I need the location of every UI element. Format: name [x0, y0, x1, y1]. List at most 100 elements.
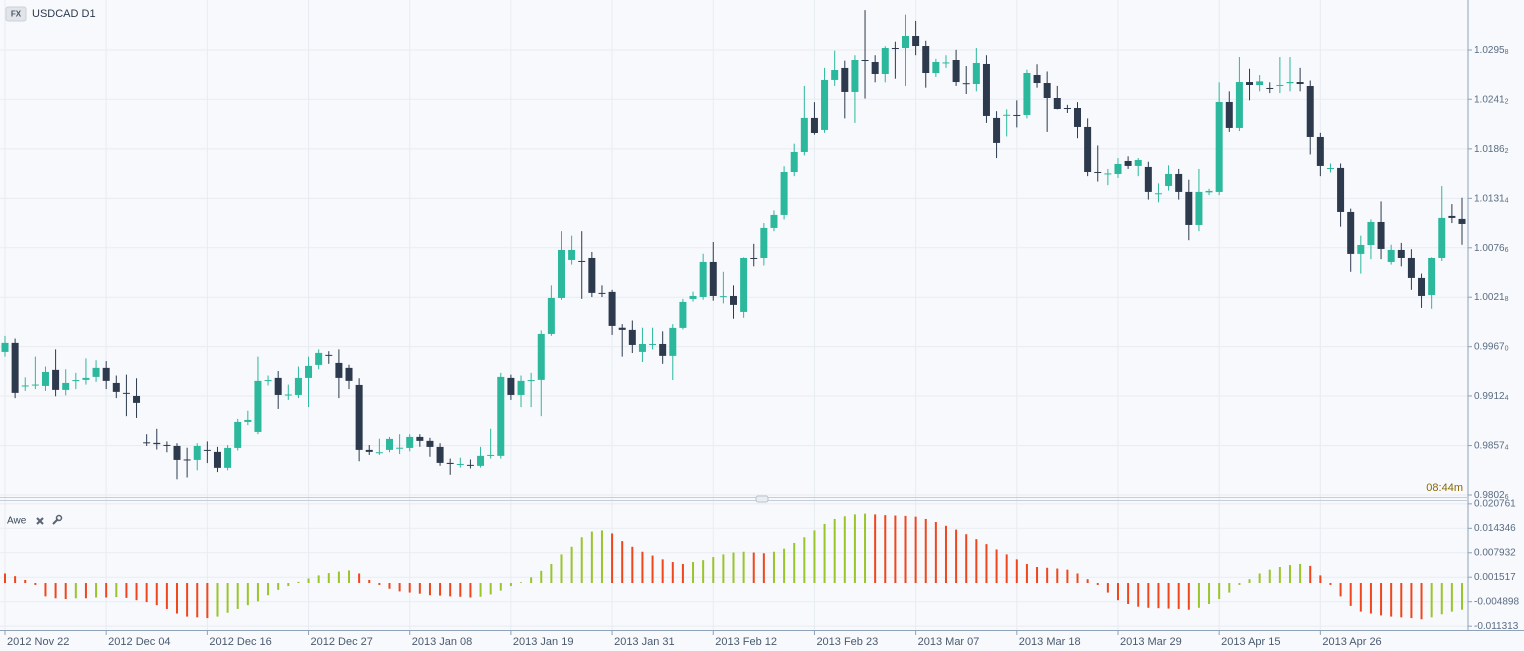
candle-body — [163, 444, 171, 446]
oscillator-bar — [641, 551, 644, 584]
candle-body — [294, 377, 302, 395]
oscillator-bar — [1390, 583, 1393, 617]
y-tick-label: 1.02958 — [1474, 45, 1509, 56]
oscillator-bar — [1238, 583, 1241, 585]
oscillator-bar — [95, 583, 98, 598]
oscillator-bar — [681, 563, 684, 584]
oscillator-bar — [611, 533, 614, 584]
candle-body — [1003, 114, 1011, 116]
candle-body — [1063, 108, 1071, 110]
oscillator-bar — [1157, 583, 1160, 609]
candle-body — [699, 261, 707, 297]
candle-body — [527, 380, 535, 382]
oscillator-bar — [439, 583, 442, 596]
oscillator-bar — [1208, 583, 1211, 604]
oscillator-bar — [155, 583, 158, 606]
y-tick-label: 1.02412 — [1474, 94, 1509, 105]
oscillator-bar — [1268, 569, 1271, 584]
oscillator-bar — [1461, 583, 1463, 610]
oscillator-bar — [934, 522, 937, 584]
oscillator-bar — [1137, 583, 1140, 607]
candle-body — [1448, 215, 1456, 218]
candle-body — [406, 436, 414, 448]
oscillator-bar — [985, 544, 988, 584]
candle-body — [1215, 101, 1223, 192]
candle-body — [112, 382, 120, 392]
candle-body — [962, 83, 970, 85]
candle-body — [487, 454, 495, 456]
candle-body — [932, 61, 940, 73]
oscillator-bar — [125, 583, 128, 598]
candle-body — [436, 446, 444, 463]
y-tick-label: 1.01314 — [1474, 193, 1509, 204]
oscillator-bar — [692, 562, 695, 584]
candle-body — [952, 60, 960, 83]
oscillator-bar — [337, 571, 340, 584]
oscillator-bar — [1400, 583, 1403, 618]
candle-body — [1407, 257, 1415, 278]
candle-body — [659, 343, 667, 356]
candle-body — [821, 79, 829, 130]
candle-body — [1053, 97, 1061, 110]
y-tick-label: 0.99124 — [1474, 391, 1509, 402]
candle-body — [1114, 163, 1122, 174]
oscillator-bar — [368, 579, 371, 584]
candle-body — [669, 327, 677, 356]
y-tick-label: 0.001517 — [1474, 572, 1516, 583]
y-tick-label: -0.004898 — [1474, 596, 1519, 607]
oscillator-bar — [1319, 575, 1322, 584]
oscillator-bar — [1218, 583, 1221, 600]
candle-body — [902, 36, 910, 49]
symbol-badge-text: FX — [11, 10, 22, 19]
candle-body — [1074, 108, 1082, 127]
candle-body — [41, 371, 49, 386]
candle-body — [790, 151, 798, 172]
grid — [0, 0, 1468, 630]
oscillator-bar — [1096, 583, 1099, 585]
candle-body — [517, 380, 525, 395]
oscillator-bar — [580, 537, 583, 584]
oscillator-bar — [1278, 567, 1281, 584]
candle-body — [122, 392, 130, 394]
oscillator-bar — [105, 583, 108, 598]
candle-body — [1418, 277, 1426, 296]
candle-body — [972, 62, 980, 85]
oscillator-bar — [530, 577, 533, 584]
candle-body — [1175, 173, 1183, 192]
candle-body — [355, 384, 363, 450]
remove-indicator-icon[interactable] — [36, 517, 44, 525]
candle-body — [173, 445, 181, 460]
oscillator-bar — [762, 553, 765, 584]
candle-body — [1367, 221, 1375, 245]
oscillator-bar — [904, 515, 907, 584]
oscillator-bar — [1076, 573, 1079, 584]
candle-body — [993, 117, 1001, 143]
candle-body — [628, 329, 636, 345]
oscillator-bar — [216, 583, 219, 617]
oscillator-bar — [1248, 579, 1251, 584]
oscillator-bar — [1339, 583, 1342, 597]
oscillator-bar — [348, 570, 351, 584]
oscillator-bar — [732, 552, 735, 584]
candle-body — [466, 464, 474, 466]
candle-body — [578, 260, 586, 262]
candle-body — [274, 377, 282, 395]
oscillator-bar — [1258, 573, 1261, 584]
oscillator-bar — [853, 514, 856, 584]
oscillator-bar — [459, 583, 462, 597]
indicator-settings-icon[interactable] — [52, 514, 63, 525]
candle-body — [730, 295, 737, 305]
oscillator-bar — [1086, 579, 1089, 584]
pane-resize-handle[interactable] — [755, 495, 769, 503]
y-tick-label: 0.99670 — [1474, 341, 1509, 352]
oscillator-bar — [1116, 583, 1119, 601]
candle-body — [305, 365, 313, 378]
oscillator-bar — [894, 515, 897, 584]
candle-body — [264, 380, 272, 382]
oscillator-bar — [1309, 565, 1312, 584]
oscillator-bar — [206, 583, 209, 619]
candle-body — [598, 292, 606, 294]
candle-body — [143, 442, 151, 444]
oscillator-bar — [783, 548, 786, 584]
